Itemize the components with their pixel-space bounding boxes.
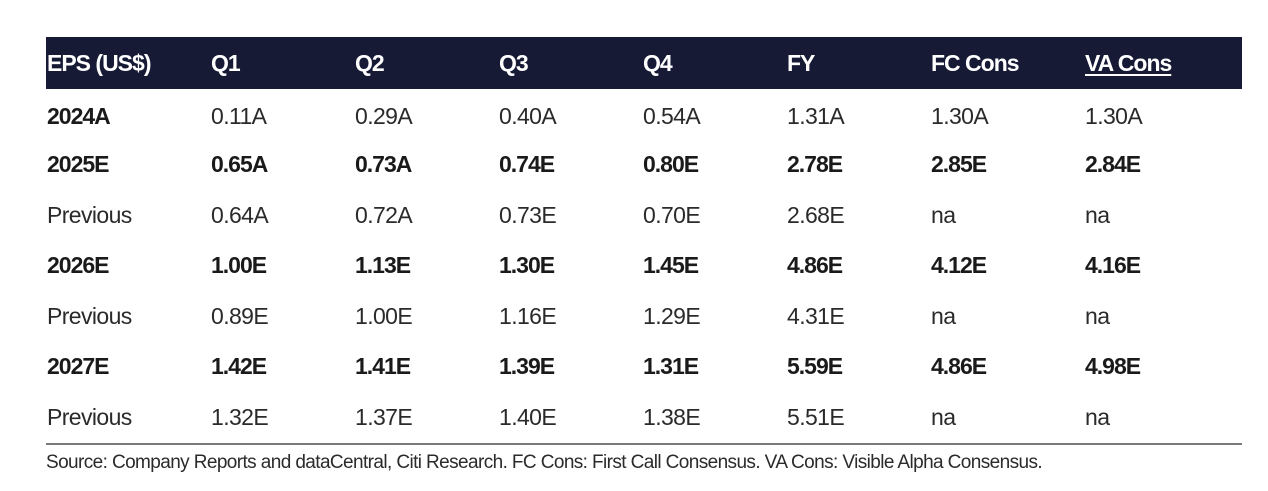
table-row: Previous 0.64A 0.72A 0.73E 0.70E 2.68E na na (46, 190, 1242, 241)
table-cell: na (1085, 403, 1110, 430)
table-cell: 0.80E (643, 151, 699, 178)
row-label: Previous (47, 201, 132, 228)
header-q3: Q3 (499, 49, 529, 76)
row-label: 2025E (47, 151, 110, 178)
eps-table: EPS (US$) Q1 Q2 Q3 Q4 FY FC Cons VA Cons… (46, 37, 1242, 443)
table-cell: 0.40A (499, 102, 557, 129)
table-cell: 5.51E (787, 403, 845, 430)
table-row: 2027E 1.42E 1.41E 1.39E 1.31E 5.59E 4.86E 4.98E (46, 342, 1242, 393)
row-label: Previous (47, 403, 132, 430)
table-cell: 1.41E (355, 353, 411, 380)
header-eps: EPS (US$) (47, 49, 151, 76)
table-cell: 0.54A (643, 102, 701, 129)
header-fc-cons: FC Cons (931, 49, 1020, 76)
table-cell: 1.13E (355, 252, 411, 279)
table-cell: 0.29A (355, 102, 413, 129)
table-cell: 1.30A (931, 102, 989, 129)
table-cell: 2.84E (1085, 151, 1141, 178)
table-cell: 0.72A (355, 201, 413, 228)
eps-table-container: EPS (US$) Q1 Q2 Q3 Q4 FY FC Cons VA Cons… (46, 37, 1242, 443)
table-cell: na (1085, 302, 1110, 329)
table-cell: 0.70E (643, 201, 701, 228)
table-cell: 0.64A (211, 201, 269, 228)
header-q1: Q1 (211, 49, 241, 76)
table-cell: 1.38E (643, 403, 701, 430)
footer-rule (46, 443, 1242, 445)
table-cell: 1.29E (643, 302, 701, 329)
table-header: EPS (US$) Q1 Q2 Q3 Q4 FY FC Cons VA Cons (46, 37, 1242, 89)
header-row: EPS (US$) Q1 Q2 Q3 Q4 FY FC Cons VA Cons (46, 37, 1242, 89)
table-cell: 2.68E (787, 201, 845, 228)
table-cell: 1.00E (355, 302, 413, 329)
table-cell: 1.30E (499, 252, 555, 279)
table-cell: 0.73E (499, 201, 557, 228)
row-label: 2027E (47, 353, 110, 380)
table-cell: 2.85E (931, 151, 987, 178)
table-cell: 1.31E (643, 353, 699, 380)
row-label: Previous (47, 302, 132, 329)
row-label: 2026E (47, 252, 110, 279)
table-cell: 0.73A (355, 151, 412, 178)
table-row: 2026E 1.00E 1.13E 1.30E 1.45E 4.86E 4.12E 4.16E (46, 241, 1242, 292)
header-va-cons-link[interactable]: VA Cons (1085, 49, 1172, 76)
table-cell: 4.86E (931, 353, 987, 380)
table-cell: 0.65A (211, 151, 268, 178)
header-fy: FY (787, 49, 815, 76)
table-cell: 1.16E (499, 302, 557, 329)
table-cell: 1.37E (355, 403, 413, 430)
header-q4: Q4 (643, 49, 673, 76)
table-cell: na (931, 302, 956, 329)
row-label: 2024A (47, 102, 111, 129)
table-row: 2024A 0.11A 0.29A 0.40A 0.54A 1.31A 1.30A 1.30A (46, 89, 1242, 140)
table-cell: 1.39E (499, 353, 555, 380)
table-row: 2025E 0.65A 0.73A 0.74E 0.80E 2.78E 2.85E 2.84E (46, 140, 1242, 191)
table-cell: 1.40E (499, 403, 557, 430)
table-cell: 0.11A (211, 102, 267, 129)
table-row: Previous 0.89E 1.00E 1.16E 1.29E 4.31E na na (46, 291, 1242, 342)
table-cell: 2.78E (787, 151, 843, 178)
table-cell: 0.89E (211, 302, 269, 329)
table-cell: na (1085, 201, 1110, 228)
table-cell: 4.16E (1085, 252, 1141, 279)
table-cell: 4.98E (1085, 353, 1141, 380)
table-cell: 0.74E (499, 151, 555, 178)
table-cell: na (931, 201, 956, 228)
table-cell: 5.59E (787, 353, 843, 380)
header-va-cons[interactable]: VA Cons (1084, 37, 1242, 89)
table-body: 2024A 0.11A 0.29A 0.40A 0.54A 1.31A 1.30A 1.30A… (46, 89, 1242, 443)
table-cell: na (931, 403, 956, 430)
header-q2: Q2 (355, 49, 385, 76)
table-row: Previous 1.32E 1.37E 1.40E 1.38E 5.51E na na (46, 392, 1242, 443)
table-cell: 4.12E (931, 252, 987, 279)
source-note: Source: Company Reports and dataCentral,… (46, 452, 1043, 473)
table-cell: 4.31E (787, 302, 845, 329)
table-cell: 1.45E (643, 252, 699, 279)
table-cell: 1.31A (787, 102, 845, 129)
table-cell: 1.30A (1085, 102, 1143, 129)
table-cell: 1.32E (211, 403, 269, 430)
table-cell: 4.86E (787, 252, 843, 279)
table-cell: 1.42E (211, 353, 267, 380)
table-cell: 1.00E (211, 252, 267, 279)
